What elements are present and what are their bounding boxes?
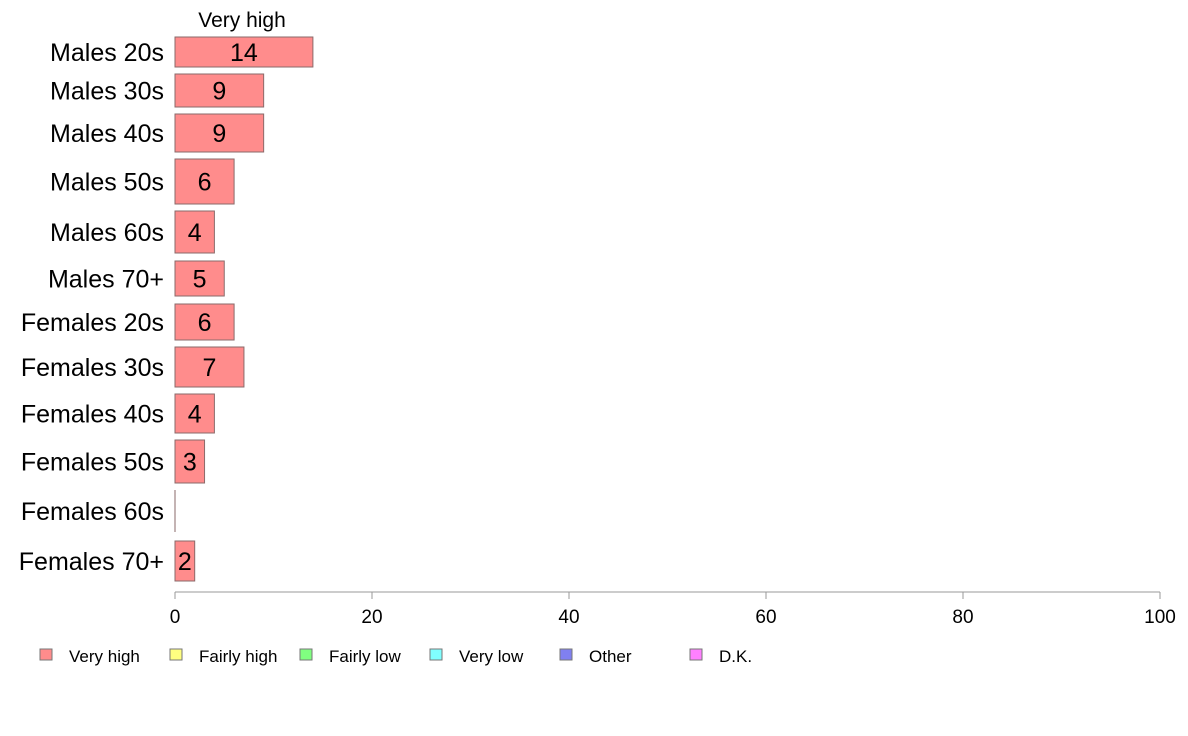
legend-label: Very low (459, 647, 524, 666)
bar (174, 346, 245, 388)
value-label: 9 (212, 120, 226, 148)
category-label: Females 60s (21, 498, 164, 526)
legend-swatch (299, 648, 313, 661)
bar (174, 540, 196, 582)
category-label: Males 20s (50, 39, 164, 67)
legend: Very high Fairly high Fairly low Very low Ot… (39, 647, 752, 666)
x-tick-label: 60 (755, 607, 776, 628)
bars-group: Males 20s 14 Males 30s 9 Males 40s 9 Males 50s… (19, 36, 314, 582)
bar (174, 36, 314, 68)
legend-label: Very high (69, 647, 140, 666)
x-tick-label: 20 (361, 607, 382, 628)
value-label: 4 (188, 401, 202, 429)
legend-swatch (169, 648, 183, 661)
x-tick-label: 40 (558, 607, 579, 628)
legend-swatch (689, 648, 703, 661)
legend-label: Fairly high (199, 647, 277, 666)
bar (174, 260, 225, 297)
bar (174, 113, 265, 153)
bar (174, 73, 265, 108)
legend-label: Fairly low (329, 647, 402, 666)
value-label: 6 (198, 309, 212, 337)
value-label: 9 (212, 78, 226, 106)
category-label: Females 40s (21, 401, 164, 429)
bar (174, 303, 235, 341)
category-label: Females 30s (21, 354, 164, 382)
legend-swatch (39, 648, 53, 661)
value-label: 7 (203, 354, 217, 382)
legend-label: Other (589, 647, 632, 666)
x-axis: 0 20 40 60 80 100 (170, 591, 1176, 628)
column-header: Very high (198, 9, 286, 32)
legend-label: D.K. (719, 647, 752, 666)
category-label: Males 30s (50, 78, 164, 106)
value-label: 3 (183, 449, 197, 477)
value-label: 5 (193, 266, 207, 294)
bar (174, 210, 215, 254)
x-tick-label: 100 (1144, 607, 1176, 628)
category-label: Females 70+ (19, 548, 164, 576)
bar (174, 439, 206, 484)
category-label: Males 60s (50, 219, 164, 247)
value-label: 2 (178, 548, 192, 576)
category-label: Females 20s (21, 309, 164, 337)
legend-swatch (559, 648, 573, 661)
category-label: Males 50s (50, 169, 164, 197)
category-label: Males 40s (50, 120, 164, 148)
category-label: Males 70+ (48, 266, 164, 294)
bar (174, 393, 215, 434)
value-label: 4 (188, 219, 202, 247)
value-label: 14 (230, 39, 258, 67)
x-tick-label: 80 (952, 607, 973, 628)
x-tick-label: 0 (170, 607, 181, 628)
value-label: 6 (198, 169, 212, 197)
legend-swatch (429, 648, 443, 661)
bar (174, 158, 235, 205)
category-label: Females 50s (21, 449, 164, 477)
